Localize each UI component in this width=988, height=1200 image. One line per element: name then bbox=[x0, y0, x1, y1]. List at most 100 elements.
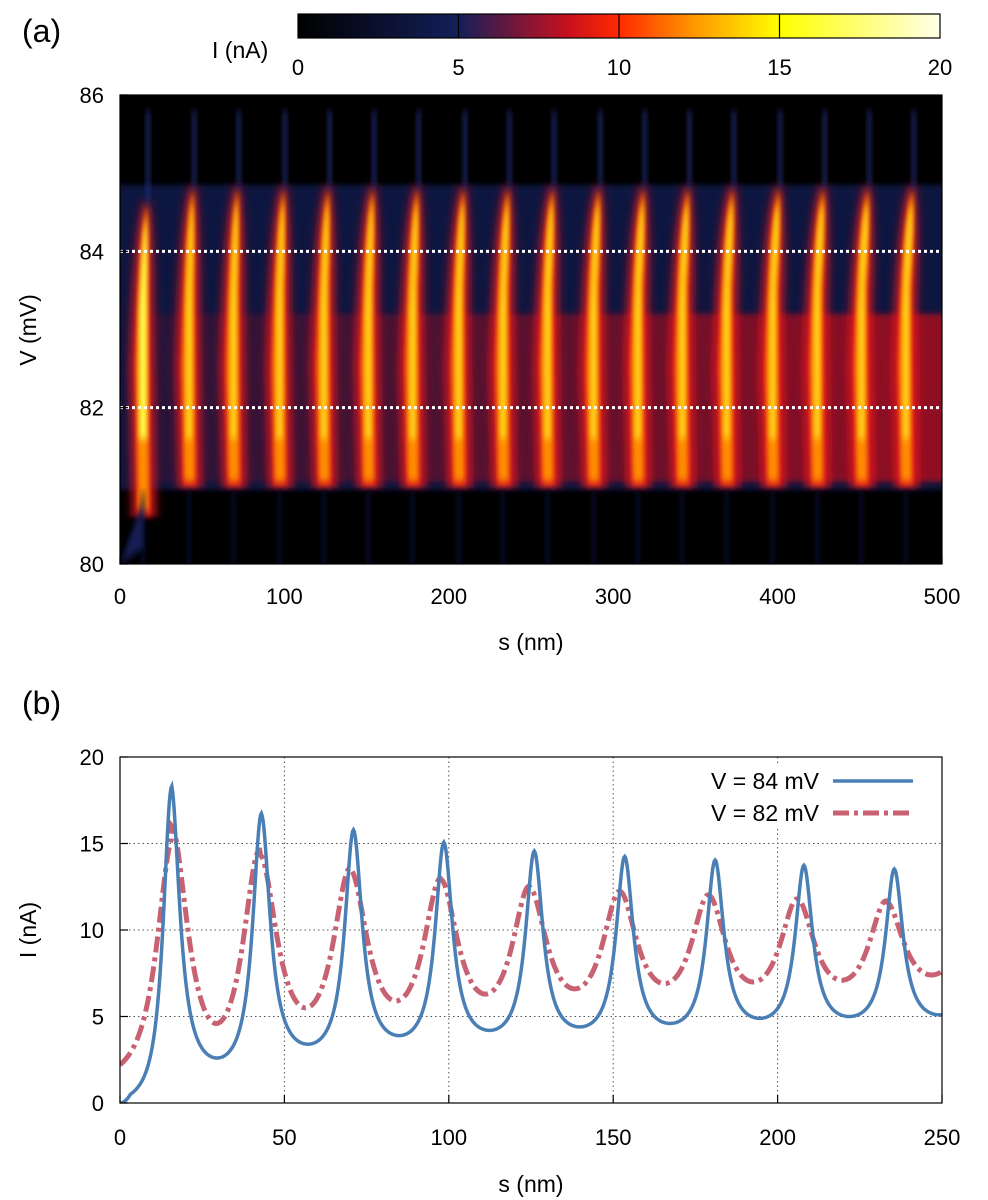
stripe-lower-tail bbox=[231, 491, 236, 564]
stripe-tail bbox=[327, 110, 332, 187]
line-plot-ytick-label: 20 bbox=[80, 745, 104, 770]
line-plot-xtick-label: 200 bbox=[759, 1125, 796, 1150]
stripe-lower-tail bbox=[277, 491, 282, 564]
line-plot-ylabel: I (nA) bbox=[15, 902, 41, 958]
line-plot-xtick-label: 0 bbox=[114, 1125, 126, 1150]
stripe-center bbox=[814, 202, 823, 439]
heatmap-ytick-label: 86 bbox=[80, 83, 104, 108]
heatmap-onset bbox=[120, 501, 144, 564]
grid bbox=[120, 757, 942, 1103]
stripe-lower-tail bbox=[770, 491, 775, 564]
heatmap-stripe bbox=[759, 110, 785, 488]
heatmap-xlabel: s (nm) bbox=[498, 629, 563, 655]
heatmap-plot: 0 100 200 300 400 500 80 82 84 86 s (nm) V (mV) bbox=[15, 83, 960, 655]
stripe-tail bbox=[867, 110, 872, 187]
heatmap-ytick-label: 84 bbox=[80, 239, 104, 264]
stripe-tail bbox=[778, 110, 783, 187]
stripe-center bbox=[591, 202, 599, 439]
heatmap-stripe bbox=[804, 110, 830, 488]
panel-a-label: (a) bbox=[22, 13, 61, 49]
stripe-center bbox=[321, 202, 328, 439]
heatmap-stripe bbox=[534, 110, 560, 488]
heatmap-ytick-label: 80 bbox=[80, 552, 104, 577]
stripe-lower-tail bbox=[456, 491, 461, 564]
stripe-lower-tail bbox=[859, 491, 864, 564]
heatmap-frame bbox=[119, 94, 943, 565]
heatmap-stripe bbox=[176, 110, 202, 488]
stripe-center bbox=[545, 202, 553, 439]
stripe-lower-tail bbox=[410, 491, 415, 564]
heatmap-stripe bbox=[355, 110, 381, 488]
stripe-tail bbox=[192, 110, 197, 187]
stripe-tail bbox=[507, 110, 512, 187]
stripe-tail bbox=[372, 110, 377, 187]
stripe-center bbox=[724, 202, 733, 439]
stripe-tail bbox=[462, 110, 467, 187]
line-plot-ytick-label: 10 bbox=[80, 918, 104, 943]
stripe-tail bbox=[146, 110, 151, 203]
line-plot-xtick-label: 150 bbox=[595, 1125, 632, 1150]
stripe-lower-tail bbox=[724, 491, 729, 564]
stripe-center bbox=[456, 202, 464, 439]
stripe-tail bbox=[642, 110, 647, 187]
stripe-center bbox=[410, 202, 417, 439]
line-plot-ytick-label: 5 bbox=[92, 1005, 104, 1030]
series-lines bbox=[120, 780, 942, 1103]
heatmap-xtick-label: 100 bbox=[266, 584, 303, 609]
heatmap-xtick-label: 0 bbox=[114, 584, 126, 609]
stripe-tail bbox=[552, 110, 557, 187]
line-plot-xtick-label: 250 bbox=[924, 1125, 961, 1150]
stripe-center bbox=[186, 202, 193, 439]
line-plot-ytick-label: 0 bbox=[92, 1091, 104, 1116]
heatmap-stripe bbox=[713, 110, 739, 488]
series-line-v84 bbox=[120, 780, 942, 1103]
legend-label-82: V = 82 mV bbox=[711, 800, 820, 826]
stripe-center bbox=[139, 218, 147, 439]
stripe-center bbox=[859, 202, 868, 439]
colorbar-tick-label: 5 bbox=[452, 55, 464, 80]
line-plot-xtick-label: 100 bbox=[430, 1125, 467, 1150]
stripe-lower-tail bbox=[187, 491, 192, 564]
heatmap-stripe bbox=[580, 110, 606, 488]
stripe-center bbox=[277, 202, 284, 439]
stripe-lower-tail bbox=[366, 491, 371, 564]
stripe-tail bbox=[236, 110, 241, 187]
heatmap-stripe bbox=[130, 110, 156, 518]
heatmap-stripe bbox=[892, 110, 918, 488]
line-plot-xtick-label: 50 bbox=[272, 1125, 296, 1150]
stripe-tail bbox=[822, 110, 827, 187]
legend-label-84: V = 84 mV bbox=[711, 768, 820, 794]
heatmap-xtick-label: 500 bbox=[924, 584, 961, 609]
stripe-tail bbox=[911, 110, 916, 187]
stripe-lower-tail bbox=[680, 491, 685, 564]
stripe-tail bbox=[282, 110, 287, 187]
stripe-center bbox=[500, 202, 508, 439]
legend: V = 84 mV V = 82 mV bbox=[662, 764, 938, 828]
stripe-center bbox=[231, 202, 238, 439]
panel-b-label: (b) bbox=[22, 685, 61, 721]
stripe-center bbox=[635, 202, 644, 439]
line-plot-xlabel: s (nm) bbox=[498, 1171, 563, 1197]
line-plot-ytick-label: 15 bbox=[80, 832, 104, 857]
heatmap-xtick-label: 200 bbox=[430, 584, 467, 609]
stripe-lower-tail bbox=[635, 491, 640, 564]
heatmap-layer bbox=[120, 110, 942, 564]
stripe-tail bbox=[731, 110, 736, 187]
stripe-lower-tail bbox=[815, 491, 820, 564]
stripe-tail bbox=[416, 110, 421, 187]
stripe-lower-tail bbox=[545, 491, 550, 564]
heatmap-xtick-label: 300 bbox=[595, 584, 632, 609]
stripe-lower-tail bbox=[591, 491, 596, 564]
heatmap-stripe bbox=[445, 110, 471, 488]
colorbar-tick-label: 20 bbox=[928, 55, 952, 80]
stripe-lower-tail bbox=[501, 491, 506, 564]
stripe-tail bbox=[687, 110, 692, 187]
colorbar-label: I (nA) bbox=[212, 37, 268, 63]
stripe-lower-tail bbox=[321, 491, 326, 564]
stripe-lower-tail bbox=[903, 491, 908, 564]
dashed-lines bbox=[120, 249, 942, 410]
heatmap-stripe bbox=[624, 110, 650, 488]
legend-box bbox=[662, 764, 938, 828]
stripe-center bbox=[770, 202, 779, 439]
